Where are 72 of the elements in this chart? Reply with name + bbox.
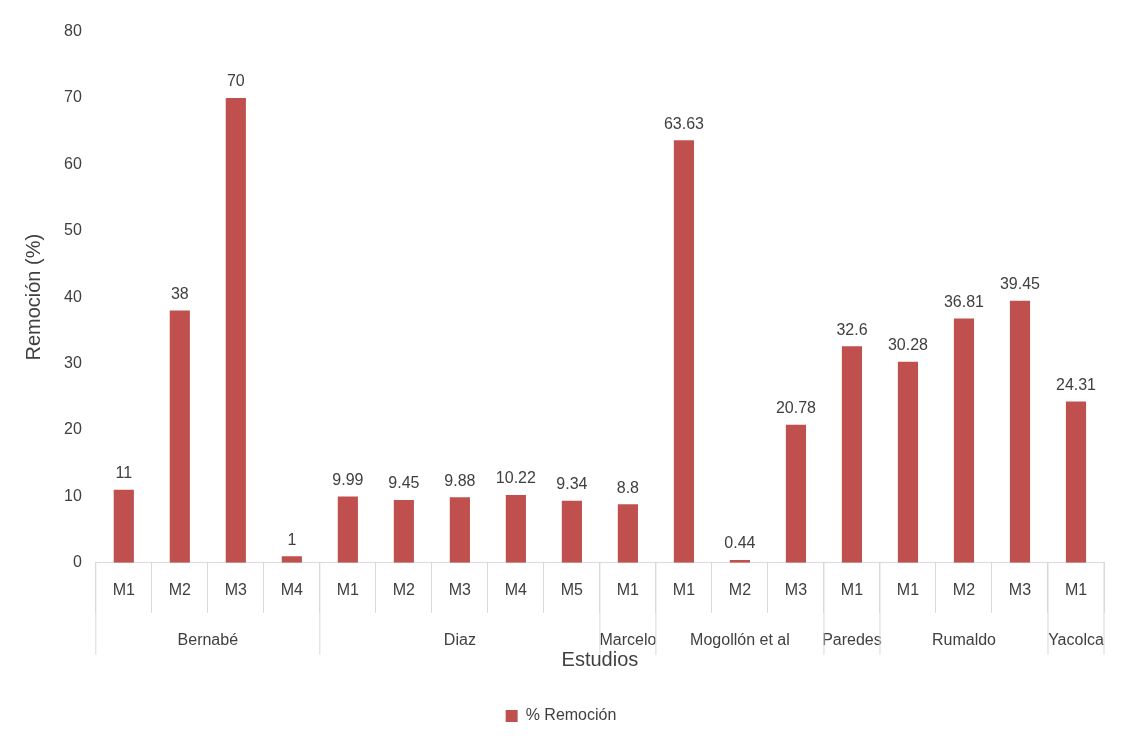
data-label: 30.28	[887, 336, 929, 354]
y-tick-label: 0	[72, 553, 82, 571]
x-tick-label: M1	[336, 580, 360, 598]
x-tick-label: M3	[448, 580, 472, 598]
y-tick-label: 80	[64, 22, 82, 40]
text: Marcelo	[599, 631, 657, 649]
x-tick-label: M4	[504, 580, 528, 598]
x-tick-label: M1	[616, 580, 640, 598]
data-label: 9.88	[444, 471, 476, 489]
data-label: 0.44	[724, 534, 756, 552]
y-tick-label: 60	[64, 154, 82, 172]
bar	[785, 424, 807, 563]
x-tick-label: M1	[1064, 580, 1088, 598]
bar	[953, 318, 975, 563]
x-axis-title: Estudios	[561, 647, 639, 670]
data-label: 36.81	[943, 292, 985, 310]
x-tick-label: M1	[672, 580, 696, 598]
bar	[393, 500, 414, 563]
text: Yacolca	[1048, 631, 1104, 649]
x-tick-label: M2	[728, 580, 752, 598]
x-tick-label: M4	[280, 580, 304, 598]
x-tick-label: M1	[112, 580, 136, 598]
bar	[897, 361, 919, 563]
data-label: 8.8	[616, 478, 640, 496]
data-label: 24.31	[1055, 375, 1097, 393]
data-label: 20.78	[775, 399, 817, 417]
x-tick-label: M3	[1008, 580, 1032, 598]
data-label: 9.99	[332, 470, 364, 488]
y-tick-label: 40	[64, 287, 82, 305]
bar	[1009, 300, 1031, 563]
bar	[113, 489, 134, 563]
y-tick-label: 20	[64, 420, 82, 438]
text: Rumaldo	[931, 631, 997, 649]
bar	[561, 500, 582, 563]
bar	[225, 98, 246, 563]
text: Paredes	[822, 631, 882, 649]
bar	[337, 496, 358, 563]
data-label: 9.34	[556, 475, 588, 493]
y-axis-title: Remoción (%)	[21, 233, 44, 361]
data-label: 32.6	[836, 320, 868, 338]
legend-label: % Remoción	[525, 706, 617, 724]
x-tick-label: M2	[392, 580, 416, 598]
bar	[169, 310, 190, 563]
data-label: 38	[170, 284, 189, 302]
text: Mogollón et al	[690, 631, 790, 649]
y-tick-label: 70	[64, 88, 82, 106]
x-tick-label: M3	[784, 580, 808, 598]
bar	[449, 497, 470, 563]
x-tick-label: M1	[840, 580, 864, 598]
x-tick-label: M2	[168, 580, 192, 598]
data-label: 70	[226, 72, 245, 90]
bar	[505, 494, 526, 563]
y-tick-label: 30	[64, 354, 82, 372]
text: Bernabé	[177, 631, 239, 649]
data-label: 9.45	[388, 474, 420, 492]
data-label: 39.45	[999, 275, 1041, 293]
text: Diaz	[443, 631, 476, 649]
data-label: 10.22	[495, 469, 536, 487]
bar	[617, 504, 638, 563]
x-tick-label: M1	[896, 580, 920, 598]
bar	[673, 140, 694, 563]
data-label: 1	[287, 530, 297, 548]
data-label: 11	[115, 464, 133, 482]
y-tick-label: 10	[64, 486, 82, 504]
data-label: 63.63	[663, 114, 705, 132]
x-tick-label: M5	[560, 580, 584, 598]
y-tick-label: 50	[64, 221, 82, 239]
x-tick-label: M2	[952, 580, 976, 598]
bar	[1065, 401, 1087, 563]
bar	[281, 556, 302, 563]
bar	[841, 346, 863, 563]
x-tick-label: M3	[224, 580, 248, 598]
